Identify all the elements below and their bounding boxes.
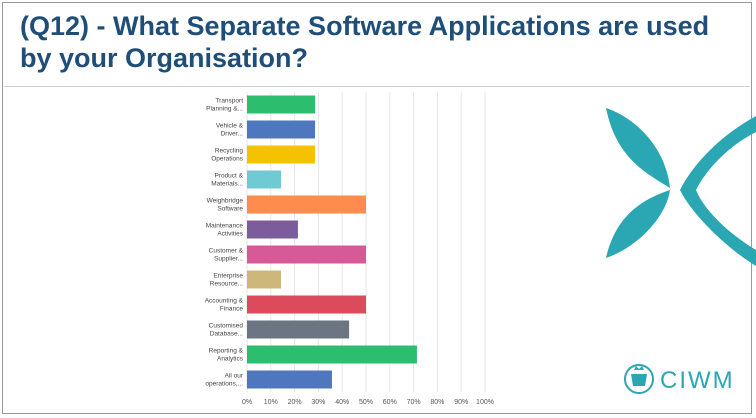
- category-label: Customer & Supplier...: [209, 248, 244, 263]
- bar-11: [247, 345, 417, 364]
- x-tick-label: 90%: [454, 399, 468, 406]
- bar-7: [247, 245, 366, 264]
- bar-6: [247, 220, 298, 239]
- bar-1: [247, 95, 316, 114]
- category-label: Recycling Operations: [211, 148, 244, 163]
- category-label: All our operations,...: [205, 373, 243, 388]
- bar-10: [247, 320, 350, 339]
- x-tick-label: 50%: [359, 399, 373, 406]
- x-tick-label: 40%: [335, 399, 349, 406]
- category-label: Product & Materials...: [211, 173, 243, 188]
- x-tick-label: 80%: [430, 399, 444, 406]
- x-tick-label: 20%: [288, 399, 302, 406]
- category-label: Vehicle & Driver...: [216, 123, 244, 138]
- x-tick-label: 100%: [476, 399, 494, 406]
- category-label: Enterprise Resource...: [210, 273, 244, 288]
- crest-icon: [624, 364, 654, 394]
- category-label: Customised Database...: [209, 323, 244, 338]
- chart-gridlines: [246, 92, 486, 392]
- bar-2: [247, 120, 316, 139]
- category-label: Transport Planning &...: [206, 98, 243, 113]
- bar-9: [247, 295, 366, 314]
- slide-frame: [2, 2, 752, 414]
- category-label: Reporting & Analytics: [209, 348, 244, 363]
- petal-logo-icon: [606, 108, 756, 266]
- chart-category-labels: Transport Planning &... Vehicle & Driver...…: [205, 98, 244, 388]
- chart-bars: [247, 95, 417, 389]
- category-label: Maintenance Activities: [206, 223, 244, 238]
- title-divider: [4, 86, 750, 87]
- x-tick-label: 10%: [264, 399, 278, 406]
- bar-4: [247, 170, 282, 189]
- bar-3: [247, 145, 316, 164]
- x-tick-label: 0%: [242, 399, 252, 406]
- chart-x-tick-labels: 0% 10% 20% 30% 40% 50% 60% 70% 80% 90% 100%: [242, 399, 494, 406]
- x-tick-label: 30%: [311, 399, 325, 406]
- x-tick-label: 70%: [407, 399, 421, 406]
- category-label: Weighbridge Software: [207, 198, 244, 213]
- slide-title: (Q12) - What Separate Software Applicati…: [20, 11, 710, 73]
- x-tick-label: 60%: [383, 399, 397, 406]
- category-label: Accounting & Finance: [205, 298, 244, 313]
- ciwm-wordmark: CIWM: [660, 367, 735, 394]
- bar-12: [247, 370, 332, 389]
- bar-8: [247, 270, 282, 289]
- bar-5: [247, 195, 366, 214]
